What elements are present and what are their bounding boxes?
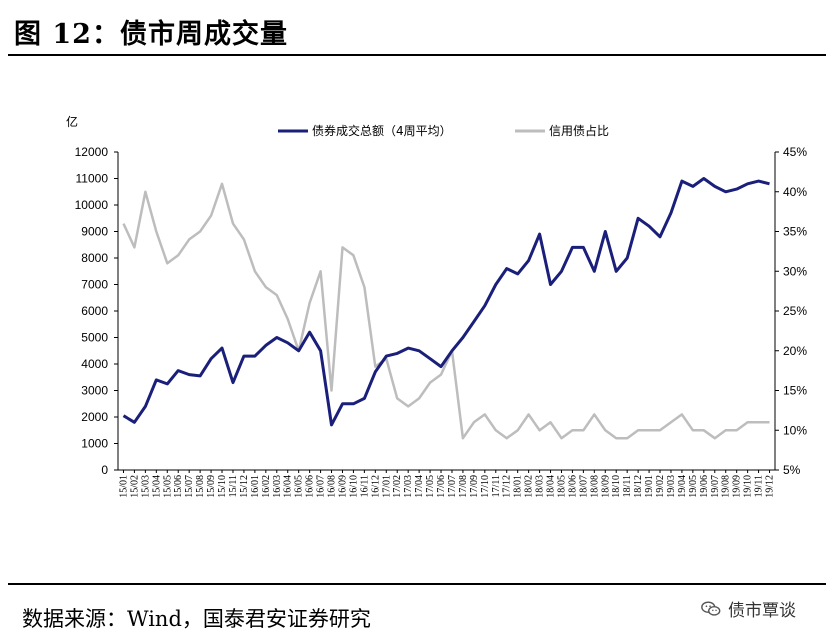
x-tick-label: 16/06 bbox=[305, 475, 316, 498]
x-tick-label: 17/06 bbox=[436, 475, 447, 498]
x-tick-label: 15/11 bbox=[228, 475, 239, 497]
x-tick-label: 18/10 bbox=[611, 475, 622, 498]
x-tick-label: 17/03 bbox=[403, 475, 414, 498]
x-tick-label: 15/04 bbox=[151, 475, 162, 498]
x-tick-label: 19/12 bbox=[765, 475, 776, 498]
x-tick-label: 16/02 bbox=[261, 475, 272, 498]
x-tick-label: 15/02 bbox=[129, 475, 140, 498]
series-layer bbox=[122, 177, 770, 440]
x-tick-label: 17/10 bbox=[480, 475, 491, 498]
y-tick-label-left: 8000 bbox=[81, 251, 108, 265]
y-tick-label-right: 30% bbox=[783, 264, 807, 278]
x-tick-label: 18/11 bbox=[622, 475, 633, 497]
x-tick-label: 19/10 bbox=[743, 475, 754, 498]
x-tick-label: 19/03 bbox=[666, 475, 677, 498]
watermark: 债市覃谈 bbox=[700, 596, 796, 621]
y-tick-label-left: 1000 bbox=[81, 437, 108, 451]
x-tick-label: 16/01 bbox=[250, 475, 261, 498]
figure-title: 图 12：债市周成交量 bbox=[14, 19, 288, 50]
x-tick-label: 19/04 bbox=[677, 475, 688, 498]
x-tick-label: 18/02 bbox=[524, 475, 535, 498]
y-tick-label-left: 12000 bbox=[75, 145, 109, 159]
chart-axes: 亿 0 1000 2000 3000 4000 5000 6000 7000 8000 9000 10… bbox=[66, 114, 807, 498]
x-tick-label: 18/12 bbox=[633, 475, 644, 498]
x-tick-label: 18/01 bbox=[513, 475, 524, 498]
y-tick-label-right: 25% bbox=[783, 304, 807, 318]
x-tick-label: 18/05 bbox=[556, 475, 567, 498]
x-tick-label: 17/09 bbox=[469, 475, 480, 498]
bond-volume-chart: 亿 0 1000 2000 3000 4000 5000 6000 7000 8000 9000 10… bbox=[66, 114, 807, 498]
x-tick-label: 16/05 bbox=[294, 475, 305, 498]
x-tick-label: 18/09 bbox=[600, 475, 611, 498]
y-tick-label-right: 40% bbox=[783, 185, 807, 199]
y-tick-label-left: 9000 bbox=[81, 225, 108, 239]
x-tick-label: 17/12 bbox=[502, 475, 513, 498]
x-tick-label: 16/04 bbox=[283, 475, 294, 498]
x-tick-label: 19/07 bbox=[710, 475, 721, 498]
x-tick-label: 19/11 bbox=[754, 475, 765, 497]
x-tick-label: 15/10 bbox=[217, 475, 228, 498]
source-rule bbox=[8, 583, 826, 585]
y-tick-label-left: 10000 bbox=[75, 198, 109, 212]
x-tick-label: 18/04 bbox=[546, 475, 557, 498]
x-tick-label: 19/01 bbox=[644, 475, 655, 498]
series-line-credit-share bbox=[122, 182, 770, 440]
x-tick-label: 17/07 bbox=[447, 475, 458, 498]
x-tick-label: 19/06 bbox=[699, 475, 710, 498]
x-tick-label: 16/08 bbox=[327, 475, 338, 498]
x-tick-label: 19/05 bbox=[688, 475, 699, 498]
x-tick-label: 15/09 bbox=[206, 475, 217, 498]
legend-label: 信用债占比 bbox=[549, 123, 609, 138]
x-tick-label: 15/08 bbox=[195, 475, 206, 498]
x-tick-label: 17/08 bbox=[458, 475, 469, 498]
source-note: 数据来源：Wind，国泰君安证券研究 bbox=[22, 607, 371, 631]
x-tick-label: 17/04 bbox=[414, 475, 425, 498]
series-line-volume bbox=[122, 177, 770, 427]
x-tick-label: 17/11 bbox=[491, 475, 502, 497]
x-tick-label: 17/05 bbox=[425, 475, 436, 498]
y-tick-label-right: 15% bbox=[783, 384, 807, 398]
y-tick-label-right: 10% bbox=[783, 423, 807, 437]
x-tick-label: 18/06 bbox=[567, 475, 578, 498]
x-tick-label: 15/01 bbox=[118, 475, 129, 498]
x-tick-label: 15/12 bbox=[239, 475, 250, 498]
y-tick-label-right: 5% bbox=[783, 463, 801, 477]
chart-legend: 债券成交总额（4周平均） 信用债占比 bbox=[278, 123, 609, 138]
y-tick-label-left: 5000 bbox=[81, 331, 108, 345]
x-tick-label: 15/05 bbox=[162, 475, 173, 498]
title-rule bbox=[8, 54, 826, 56]
x-tick-label: 17/01 bbox=[381, 475, 392, 498]
legend-label: 债券成交总额（4周平均） bbox=[312, 123, 452, 138]
wechat-icon bbox=[701, 600, 721, 616]
x-tick-label: 19/09 bbox=[732, 475, 743, 498]
watermark-text: 债市覃谈 bbox=[728, 601, 796, 621]
x-tick-label: 15/07 bbox=[184, 475, 195, 498]
x-tick-label: 18/07 bbox=[578, 475, 589, 498]
x-tick-label: 19/08 bbox=[721, 475, 732, 498]
y-axis-unit-label: 亿 bbox=[66, 114, 78, 129]
x-tick-label: 16/07 bbox=[316, 475, 327, 498]
y-tick-label-left: 7000 bbox=[81, 278, 108, 292]
y-tick-label-right: 20% bbox=[783, 344, 807, 358]
x-tick-label: 18/08 bbox=[589, 475, 600, 498]
y-tick-label-left: 2000 bbox=[81, 410, 108, 424]
y-tick-label-left: 11000 bbox=[76, 172, 109, 186]
y-tick-label-right: 35% bbox=[783, 225, 807, 239]
y-tick-label-right: 45% bbox=[783, 145, 807, 159]
y-tick-label-left: 4000 bbox=[81, 357, 108, 371]
x-tick-label: 19/02 bbox=[655, 475, 666, 498]
y-tick-label-left: 0 bbox=[101, 463, 108, 477]
y-tick-label-left: 3000 bbox=[81, 384, 108, 398]
x-tick-label: 16/11 bbox=[359, 475, 370, 497]
x-tick-label: 16/12 bbox=[370, 475, 381, 498]
x-tick-label: 15/06 bbox=[173, 475, 184, 498]
x-tick-label: 16/10 bbox=[348, 475, 359, 498]
x-tick-label: 15/03 bbox=[140, 475, 151, 498]
x-tick-label: 18/03 bbox=[535, 475, 546, 498]
x-tick-label: 16/09 bbox=[337, 475, 348, 498]
y-tick-label-left: 6000 bbox=[81, 304, 108, 318]
x-tick-label: 17/02 bbox=[392, 475, 403, 498]
x-tick-label: 16/03 bbox=[272, 475, 283, 498]
